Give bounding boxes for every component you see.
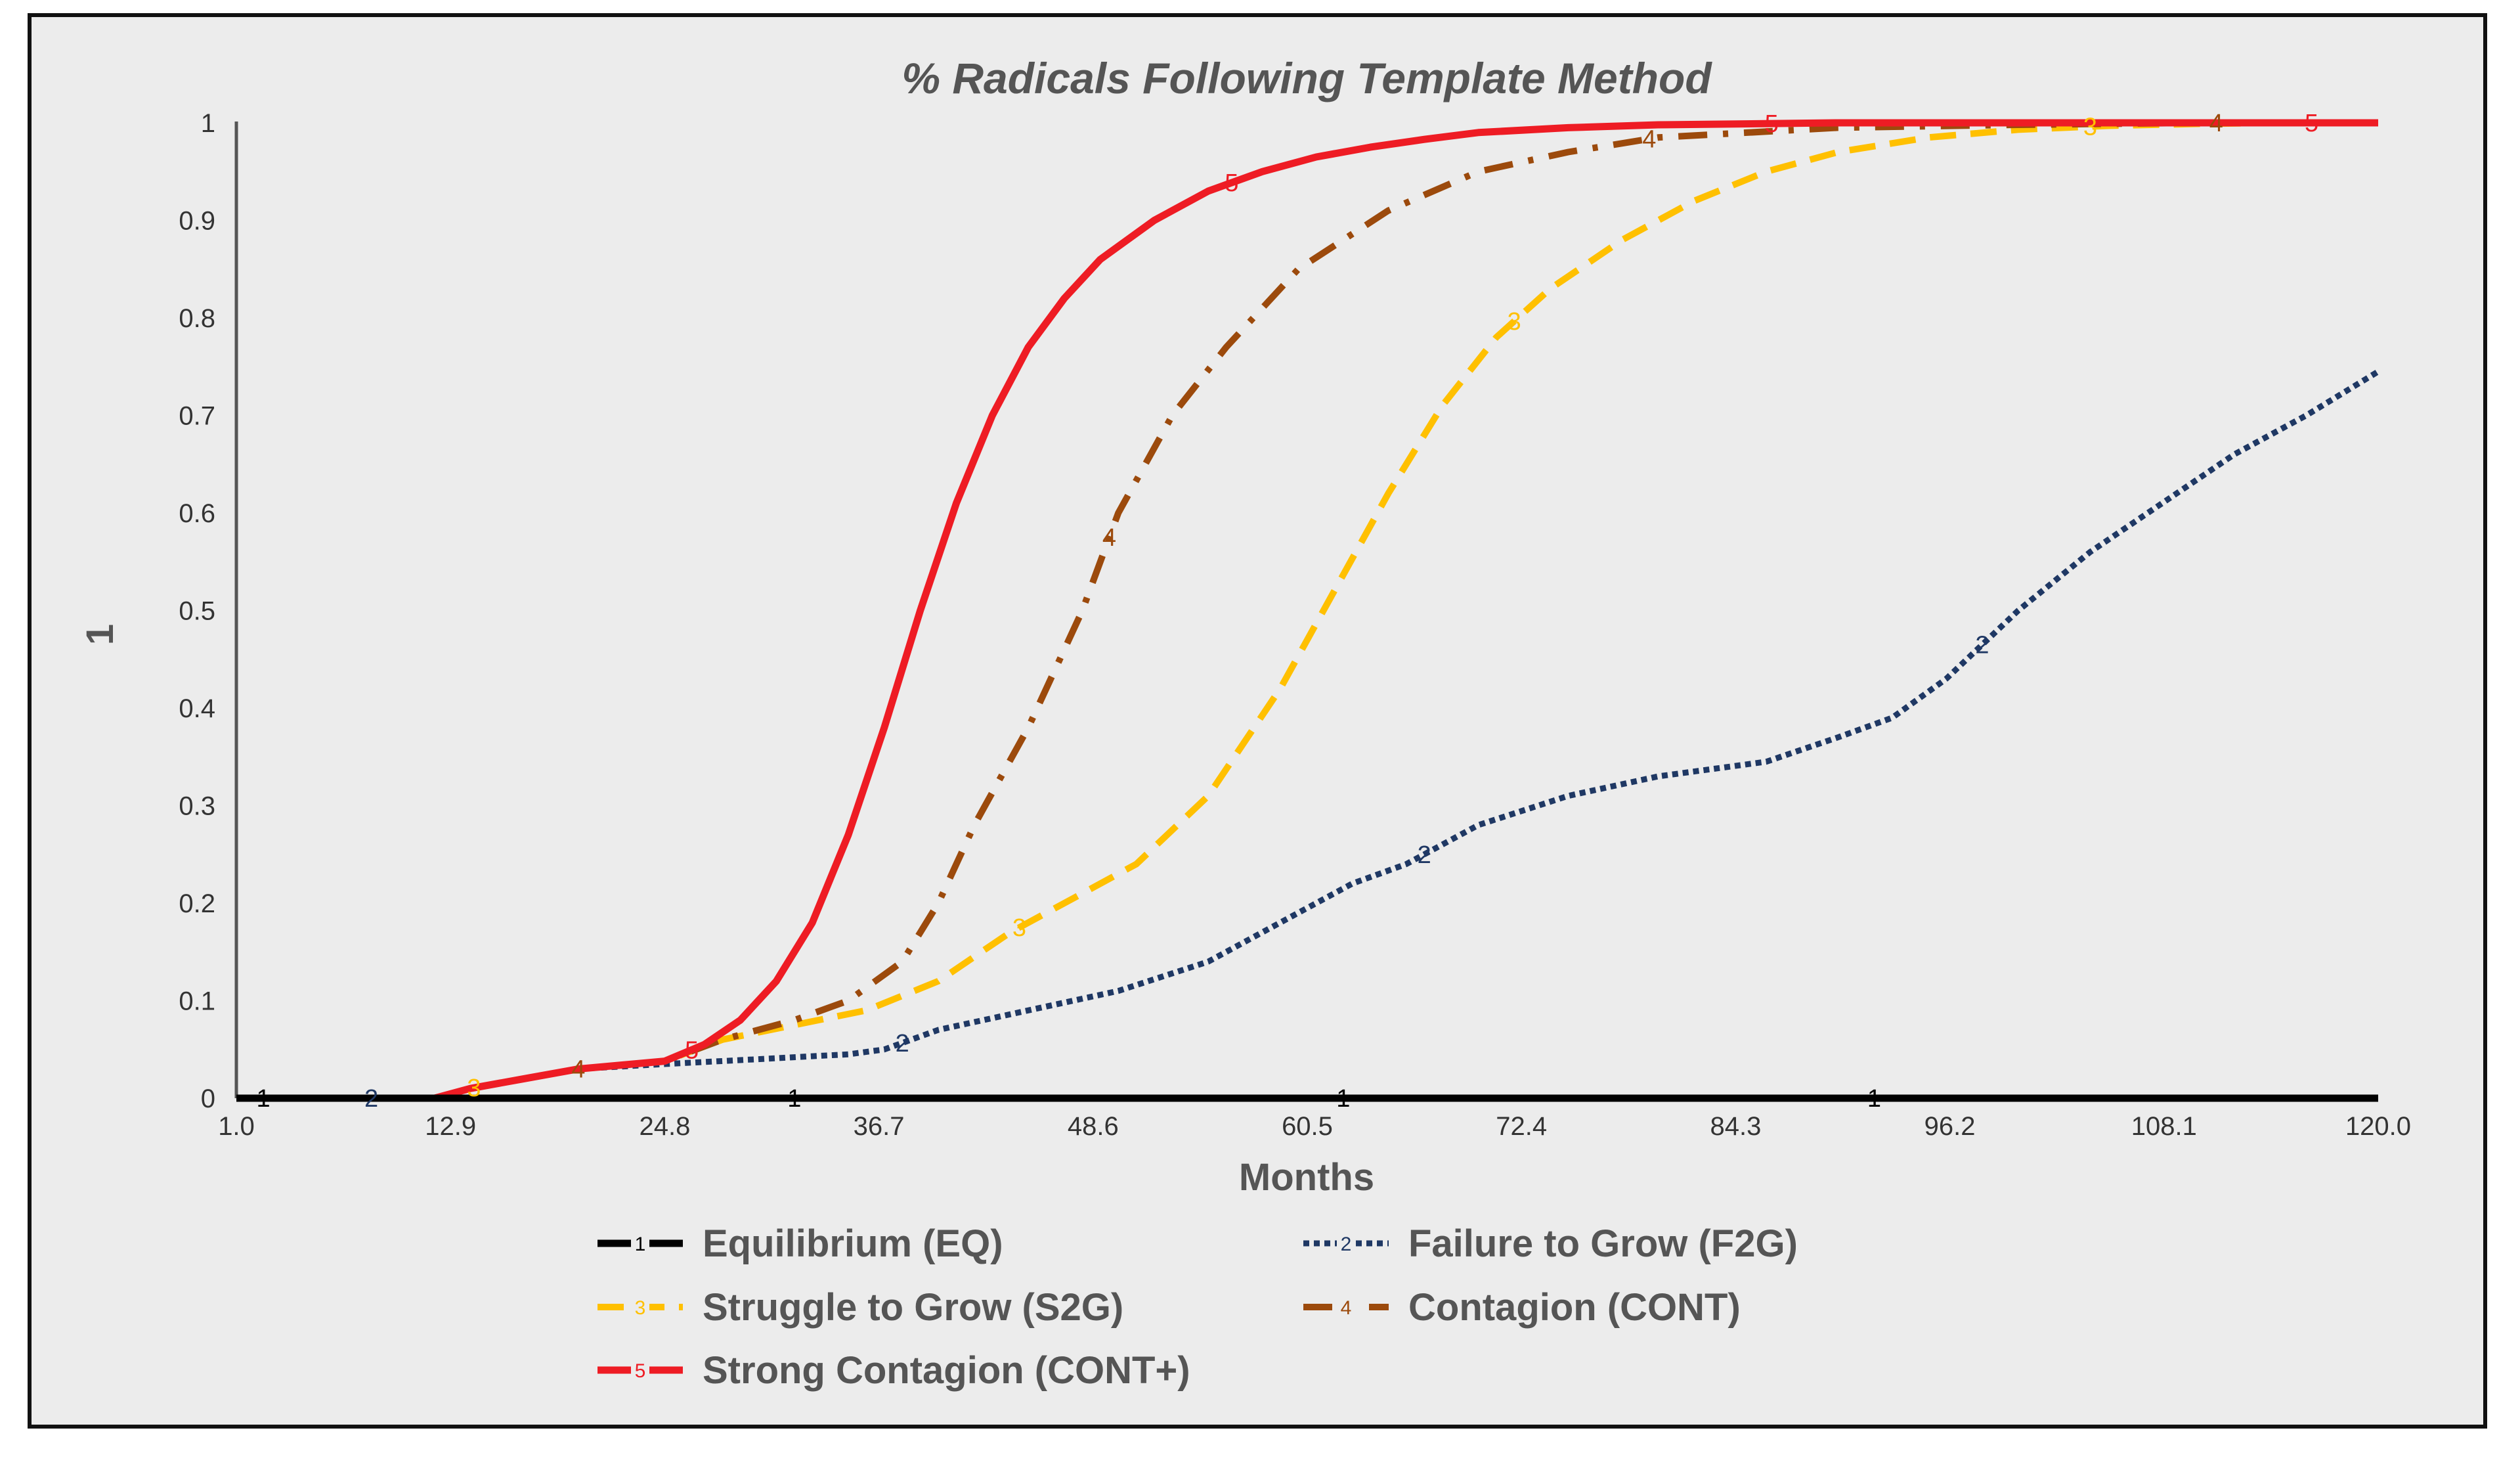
legend-marker-1: 1 xyxy=(635,1233,646,1255)
y-tick-label: 0.2 xyxy=(179,889,215,918)
legend-marker-5: 5 xyxy=(635,1360,646,1382)
x-tick-label: 60.5 xyxy=(1282,1112,1333,1141)
series-marker-2: 2 xyxy=(1418,841,1431,869)
series-line-5 xyxy=(236,119,2378,1102)
x-tick-label: 24.8 xyxy=(639,1112,690,1141)
y-tick-label: 0.5 xyxy=(179,597,215,626)
chart-title: % Radicals Following Template Method xyxy=(902,54,1712,102)
series-marker-4: 4 xyxy=(2209,110,2223,137)
series-marker-4: 4 xyxy=(1642,126,1656,154)
x-tick-label: 96.2 xyxy=(1924,1112,1976,1141)
legend: 1 Equilibrium (EQ) 2 Failure to Grow (F2G) 3… xyxy=(597,1222,1798,1392)
series-line-3 xyxy=(236,120,2378,1101)
series-marker-3: 3 xyxy=(1508,308,1521,336)
series-marker-2: 2 xyxy=(364,1085,378,1113)
legend-swatch-gap xyxy=(1337,1293,1355,1319)
y-tick-label: 0 xyxy=(201,1084,215,1113)
series-marker-3: 3 xyxy=(1012,914,1026,942)
x-tick-label: 36.7 xyxy=(854,1112,905,1141)
legend-marker-2: 2 xyxy=(1341,1233,1352,1255)
series-marker-1: 1 xyxy=(787,1085,801,1113)
x-tick-label: 84.3 xyxy=(1710,1112,1761,1141)
series-marker-2: 2 xyxy=(896,1030,909,1057)
series-marker-3: 3 xyxy=(2083,114,2097,141)
y-tick-label: 0.6 xyxy=(179,499,215,528)
y-tick-label: 0.1 xyxy=(179,987,215,1016)
x-tick-label: 48.6 xyxy=(1068,1112,1119,1141)
series-marker-1: 1 xyxy=(1867,1085,1881,1113)
legend-label-3: Struggle to Grow (S2G) xyxy=(703,1286,1123,1329)
y-axis-title: 1 xyxy=(79,624,121,645)
legend-marker-3: 3 xyxy=(635,1297,646,1319)
x-tick-label: 72.4 xyxy=(1496,1112,1547,1141)
series-line-2 xyxy=(236,368,2380,1101)
legend-swatch-gap xyxy=(631,1293,649,1319)
legend-label-5: Strong Contagion (CONT+) xyxy=(703,1349,1190,1392)
y-tick-label: 0.3 xyxy=(179,792,215,821)
legend-swatch-gap xyxy=(631,1356,649,1382)
y-tick-label: 0.4 xyxy=(179,694,215,723)
y-tick-label: 0.8 xyxy=(179,304,215,333)
series-lines xyxy=(236,119,2380,1102)
series-marker-2: 2 xyxy=(1975,631,1989,659)
series-marker-4: 4 xyxy=(571,1055,585,1083)
y-tick-label: 0.9 xyxy=(179,207,215,236)
y-tick-label: 0.7 xyxy=(179,402,215,431)
series-marker-1: 1 xyxy=(1336,1085,1350,1113)
x-tick-label: 120.0 xyxy=(2345,1112,2411,1141)
series-marker-4: 4 xyxy=(1102,524,1116,552)
legend-swatch-gap xyxy=(631,1229,649,1255)
x-axis-title: Months xyxy=(1239,1156,1374,1199)
legend-swatch-gap xyxy=(1337,1229,1355,1255)
series-markers: 1 1 1 1 2 2 2 2 3 3 3 3 4 4 4 4 5 5 5 5 xyxy=(257,110,2319,1113)
x-tick-label: 12.9 xyxy=(425,1112,476,1141)
y-tick-label: 1 xyxy=(201,109,215,138)
series-marker-5: 5 xyxy=(1765,110,1779,138)
series-marker-1: 1 xyxy=(257,1085,271,1113)
legend-marker-4: 4 xyxy=(1341,1297,1352,1319)
y-tick-labels: 0 0.1 0.2 0.3 0.4 0.5 0.6 0.7 0.8 0.9 1 xyxy=(179,109,215,1113)
legend-label-4: Contagion (CONT) xyxy=(1408,1286,1741,1329)
x-tick-labels: 1.0 12.9 24.8 36.7 48.6 60.5 72.4 84.3 96.2 108.1… xyxy=(218,1112,2411,1141)
series-marker-5: 5 xyxy=(685,1036,699,1064)
series-line-4 xyxy=(236,120,2378,1101)
series-marker-3: 3 xyxy=(467,1075,481,1102)
legend-label-2: Failure to Grow (F2G) xyxy=(1408,1222,1798,1265)
x-tick-label: 1.0 xyxy=(218,1112,255,1141)
x-tick-label: 108.1 xyxy=(2131,1112,2197,1141)
series-marker-5: 5 xyxy=(1225,169,1238,197)
series-marker-5: 5 xyxy=(2305,110,2318,137)
chart-frame xyxy=(28,13,2487,1429)
legend-label-1: Equilibrium (EQ) xyxy=(703,1222,1003,1265)
